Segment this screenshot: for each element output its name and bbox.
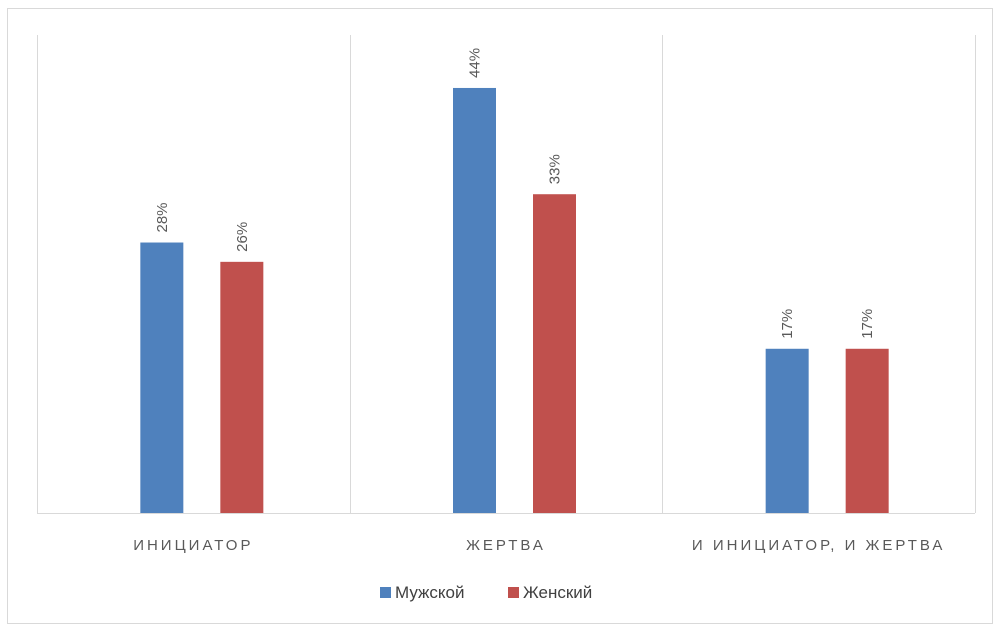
legend-label: Мужской [395, 583, 465, 602]
legend: Мужской Женский [380, 583, 592, 602]
legend-swatch [508, 587, 519, 598]
bar-женский [220, 261, 264, 513]
bar-мужской [140, 242, 184, 513]
grid-lines [37, 35, 976, 514]
bar-женский [533, 194, 576, 513]
bars [140, 87, 889, 514]
legend-label: Женский [523, 583, 592, 602]
bar-мужской [765, 348, 809, 513]
data-label: 17% [779, 309, 796, 339]
category-label: И ИНИЦИАТОР, И ЖЕРТВА [692, 537, 946, 554]
category-label: ЖЕРТВА [466, 537, 546, 554]
category-label: ИНИЦИАТОР [133, 537, 253, 554]
data-label: 44% [467, 48, 484, 78]
data-labels: 28% 26% 44% 33% 17% 17% [154, 48, 876, 339]
bar-женский [845, 348, 889, 513]
data-label: 33% [547, 154, 564, 184]
data-label: 17% [859, 309, 876, 339]
category-labels: ИНИЦИАТОР ЖЕРТВА И ИНИЦИАТОР, И ЖЕРТВА [133, 537, 946, 554]
data-label: 28% [154, 202, 171, 232]
bar-мужской [453, 87, 496, 514]
data-label: 26% [234, 222, 251, 252]
legend-swatch [380, 587, 391, 598]
